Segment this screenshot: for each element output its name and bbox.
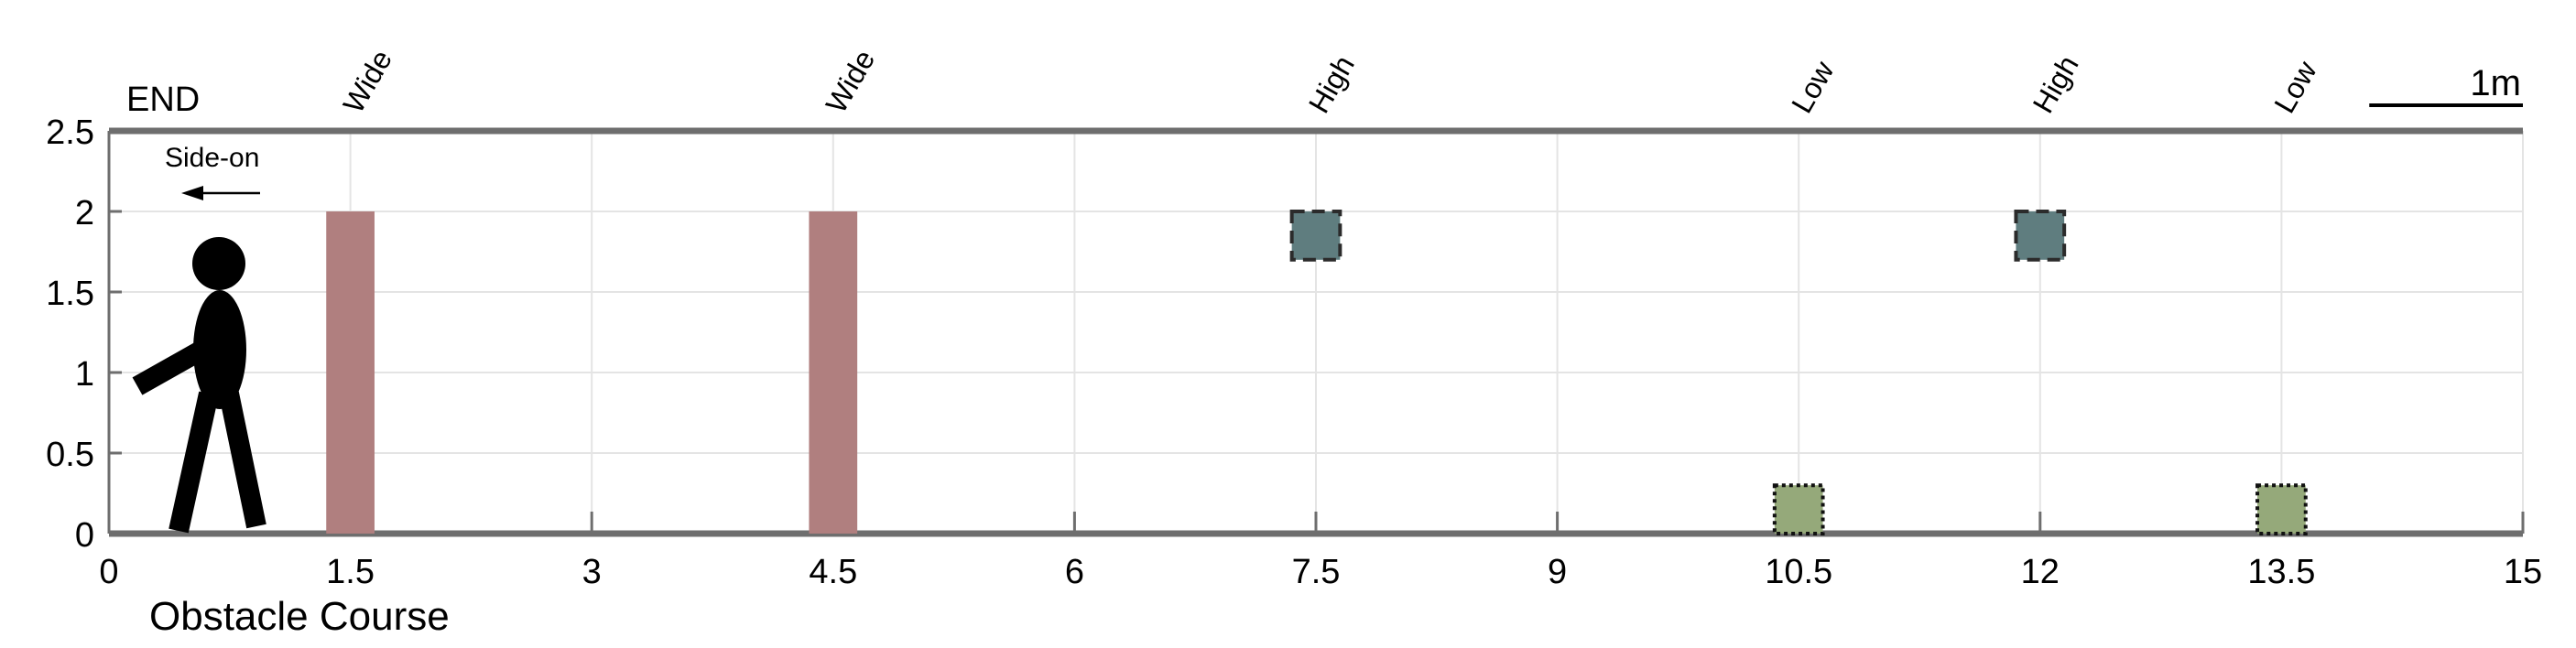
x-tick-label-10: 15 xyxy=(2504,553,2542,591)
x-tick-label-9: 13.5 xyxy=(2247,553,2315,591)
y-tick-label-2: 1 xyxy=(75,355,94,394)
end-label: END xyxy=(126,81,200,119)
obstacle-label-3: Low xyxy=(1785,55,1841,119)
obstacle-high-2 xyxy=(1289,210,1342,262)
grid xyxy=(108,130,2524,535)
x-tick-label-3: 4.5 xyxy=(809,553,857,591)
x-tick-label-6: 9 xyxy=(1548,553,1567,591)
x-tick-label-5: 7.5 xyxy=(1292,553,1341,591)
obstacle-low-5 xyxy=(2255,483,2308,536)
walking-person-icon xyxy=(132,237,266,534)
y-tick-label-5: 2.5 xyxy=(46,113,94,152)
scale-bar-label: 1m xyxy=(2470,63,2521,103)
obstacles: Wide Wide High Low High Low xyxy=(326,44,2323,536)
obstacle-label-0: Wide xyxy=(336,44,398,118)
obstacle-wide-0 xyxy=(326,211,375,534)
obstacle-high-4 xyxy=(2014,210,2067,262)
direction-arrow-icon xyxy=(181,186,260,200)
obstacle-low-3 xyxy=(1772,483,1825,536)
y-tick-label-3: 1.5 xyxy=(46,275,94,313)
obstacle-label-4: High xyxy=(2027,50,2085,119)
obstacle-wide-1 xyxy=(809,211,858,534)
x-tick-label-2: 3 xyxy=(582,553,602,591)
axis-ticks: 0 1.5 3 4.5 6 7.5 9 10.5 12 13.5 15 0 0.5 1 1.5 2 2.5 xyxy=(46,113,2542,591)
x-tick-label-4: 6 xyxy=(1065,553,1084,591)
y-tick-label-0: 0 xyxy=(75,516,94,555)
x-tick-label-7: 10.5 xyxy=(1765,553,1832,591)
x-tick-label-0: 0 xyxy=(99,553,118,591)
obstacle-label-5: Low xyxy=(2267,55,2323,119)
x-axis-title: Obstacle Course xyxy=(149,594,450,639)
obstacle-label-1: Wide xyxy=(820,44,882,118)
y-tick-label-1: 0.5 xyxy=(46,436,94,474)
y-tick-label-4: 2 xyxy=(75,194,94,232)
obstacle-label-2: High xyxy=(1302,50,1361,119)
direction-label: Side-on xyxy=(165,143,259,173)
x-tick-label-1: 1.5 xyxy=(326,553,375,591)
x-tick-label-8: 12 xyxy=(2021,553,2060,591)
